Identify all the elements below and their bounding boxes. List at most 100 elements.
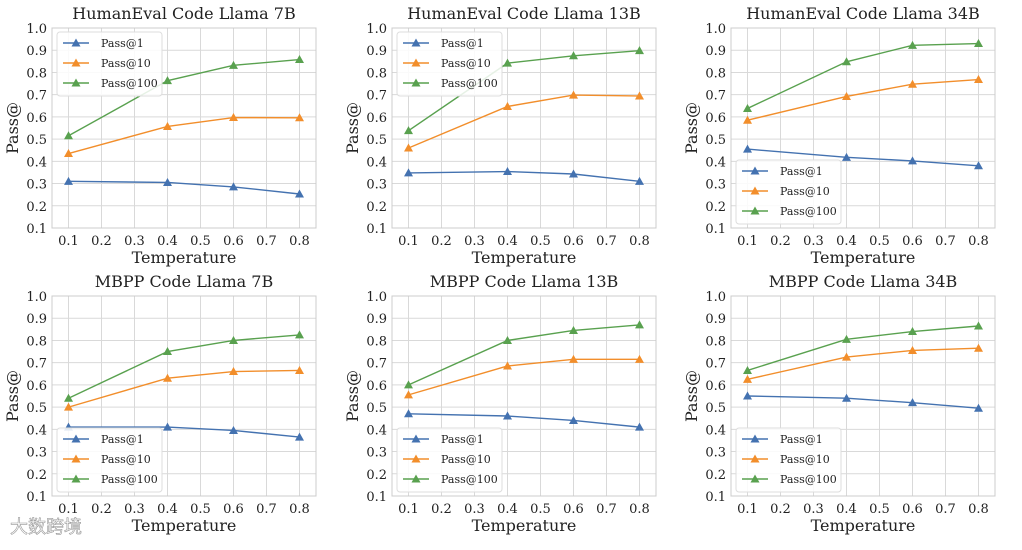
legend-marker [411, 38, 421, 47]
data-point-marker [163, 422, 172, 431]
data-point-marker [569, 415, 578, 424]
data-point-marker [503, 411, 512, 420]
y-tick-label: 0.7 [705, 357, 726, 372]
data-point-marker [635, 354, 644, 363]
legend-box [56, 427, 163, 493]
legend: Pass@1 Pass@10 Pass@100 [56, 427, 163, 493]
y-axis-label: Pass@ [3, 102, 22, 154]
y-tick-label: 0.6 [26, 379, 47, 394]
x-tick-label: 0.1 [398, 502, 419, 517]
series-line-pass-at-1 [747, 395, 979, 409]
x-tick-label: 0.3 [124, 234, 145, 249]
y-tick-label: 1.0 [705, 22, 726, 37]
data-point-marker [64, 176, 73, 185]
data-point-marker [295, 189, 304, 198]
y-tick-label: 0.4 [26, 423, 47, 438]
y-tick-label: 0.3 [26, 446, 47, 461]
legend-label: Pass@100 [101, 77, 158, 90]
x-tick-label: 0.2 [91, 234, 112, 249]
x-tick-label: 0.8 [968, 234, 989, 249]
data-point-marker [163, 76, 172, 85]
data-point-marker [743, 374, 752, 383]
data-point-marker [64, 393, 73, 402]
y-tick-label: 0.8 [705, 334, 726, 349]
legend-marker [411, 434, 421, 443]
data-point-marker [229, 60, 238, 69]
data-point-marker [635, 176, 644, 185]
x-tick-label: 0.5 [869, 234, 890, 249]
legend-marker [750, 454, 760, 463]
legend-marker [750, 434, 760, 443]
x-tick-label: 0.8 [629, 502, 650, 517]
data-point-marker [908, 398, 917, 407]
y-tick-label: 0.5 [26, 401, 47, 416]
y-tick-label: 0.1 [705, 222, 726, 237]
x-tick-label: 0.3 [803, 502, 824, 517]
series-line-pass-at-10 [68, 369, 300, 408]
legend-label: Pass@1 [780, 165, 823, 178]
series-line-pass-at-100 [408, 49, 640, 132]
x-tick-label: 0.7 [935, 502, 956, 517]
data-point-marker [743, 103, 752, 112]
data-point-marker [64, 131, 73, 140]
data-point-marker [503, 167, 512, 176]
y-tick-label: 0.4 [26, 155, 47, 170]
legend-label: Pass@100 [441, 77, 498, 90]
y-tick-label: 0.5 [366, 401, 387, 416]
y-tick-label: 0.3 [366, 178, 387, 193]
data-point-marker [503, 361, 512, 370]
data-point-marker [295, 330, 304, 339]
legend-marker [750, 186, 760, 195]
legend-marker [411, 474, 421, 483]
y-tick-label: 0.4 [705, 155, 726, 170]
plot-frame [51, 27, 317, 229]
x-tick-label: 0.2 [431, 502, 452, 517]
x-tick-label: 0.5 [530, 502, 551, 517]
y-tick-label: 0.8 [26, 66, 47, 81]
y-tick-label: 0.9 [26, 44, 47, 59]
x-tick-label: 0.4 [497, 502, 518, 517]
series-line-pass-at-1 [68, 426, 300, 438]
chart-title: MBPP Code Llama 7B [95, 272, 273, 291]
series-line-pass-at-10 [408, 94, 640, 149]
data-point-marker [229, 113, 238, 122]
y-tick-label: 0.9 [366, 312, 387, 327]
series-line-pass-at-1 [408, 413, 640, 428]
y-tick-label: 0.7 [26, 357, 47, 372]
y-tick-label: 0.7 [26, 89, 47, 104]
x-tick-label: 0.7 [935, 234, 956, 249]
data-point-marker [743, 365, 752, 374]
x-tick-label: 0.4 [157, 234, 178, 249]
x-tick-label: 0.2 [91, 502, 112, 517]
y-tick-label: 1.0 [366, 290, 387, 305]
series-line-pass-at-1 [408, 170, 640, 183]
legend: Pass@1 Pass@10 Pass@100 [56, 31, 163, 97]
legend-marker [750, 166, 760, 175]
data-point-marker [635, 91, 644, 100]
legend: Pass@1 Pass@10 Pass@100 [735, 159, 842, 225]
legend-label: Pass@1 [441, 433, 484, 446]
data-point-marker [974, 343, 983, 352]
data-point-marker [842, 334, 851, 343]
x-tick-label: 0.2 [770, 234, 791, 249]
data-point-marker [635, 422, 644, 431]
x-tick-label: 0.2 [770, 502, 791, 517]
legend: Pass@1 Pass@10 Pass@100 [396, 31, 503, 97]
y-tick-label: 0.5 [366, 133, 387, 148]
x-tick-label: 0.1 [398, 234, 419, 249]
x-tick-label: 0.4 [157, 502, 178, 517]
y-tick-label: 1.0 [26, 290, 47, 305]
legend-label: Pass@1 [441, 37, 484, 50]
data-point-marker [908, 345, 917, 354]
data-point-marker [743, 391, 752, 400]
y-tick-label: 0.5 [705, 133, 726, 148]
y-tick-label: 0.1 [26, 490, 47, 505]
y-tick-label: 1.0 [705, 290, 726, 305]
plot-frame [391, 27, 657, 229]
subplot-6: 0.1 0.2 0.3 0.4 0.5 0.6 0.7 0.8 0.1 0.2 0.3 0.4 0.5 0… [682, 272, 996, 535]
y-tick-label: 0.8 [26, 334, 47, 349]
chart-title: HumanEval Code Llama 13B [407, 4, 641, 23]
y-tick-label: 0.4 [366, 423, 387, 438]
data-point-marker [908, 327, 917, 336]
